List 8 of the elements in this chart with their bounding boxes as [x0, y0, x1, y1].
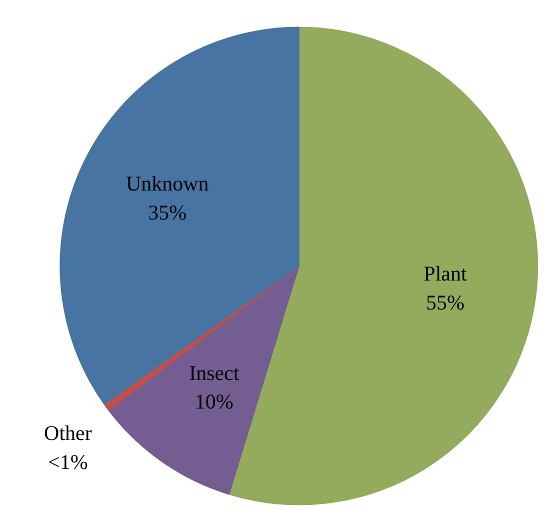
data-label: 35%	[148, 200, 187, 224]
slice-label: Other	[44, 420, 92, 445]
data-label: 10%	[194, 390, 234, 414]
slice-label: Unknown	[126, 172, 210, 196]
data-label: 55%	[426, 290, 464, 314]
slice-label: Insect	[189, 360, 240, 385]
data-label: <1%	[48, 450, 88, 474]
slice-label: Plant	[424, 261, 467, 286]
